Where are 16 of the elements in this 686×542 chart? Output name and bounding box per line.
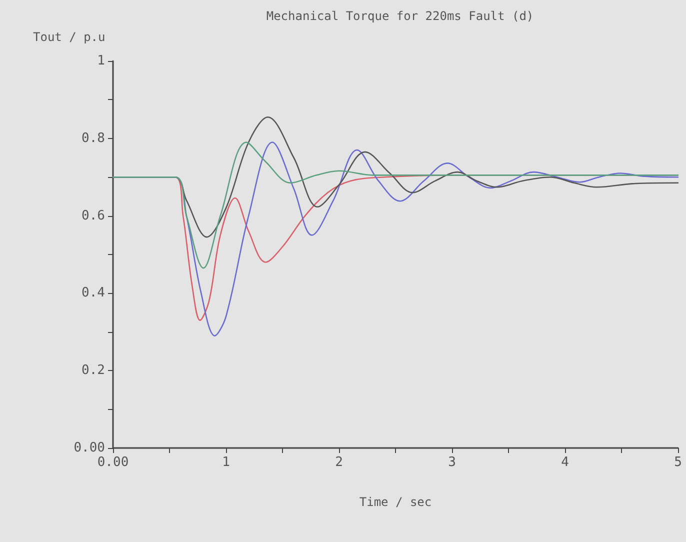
chart-title: Mechanical Torque for 220ms Fault (d): [266, 9, 534, 23]
y-axis-title: Tout / p.u: [33, 30, 106, 44]
y-tick-label: 1: [97, 54, 105, 68]
x-tick-label: 0.00: [97, 455, 129, 470]
line-series: [112, 142, 679, 269]
x-axis-title: Time / sec: [359, 495, 432, 509]
x-tick-label: 2: [335, 455, 343, 470]
x-tick-label: 4: [561, 455, 570, 470]
y-tick-label: 0.8: [82, 130, 105, 146]
y-tick-label: 0.6: [82, 208, 105, 224]
x-tick-label: 1: [222, 455, 230, 470]
y-tick-label: 0.4: [82, 286, 106, 301]
x-tick-label: 3: [448, 455, 456, 470]
y-tick-label: 0.00: [74, 440, 105, 456]
x-tick-label: 5: [674, 455, 682, 470]
y-tick-label: 0.2: [82, 363, 105, 378]
